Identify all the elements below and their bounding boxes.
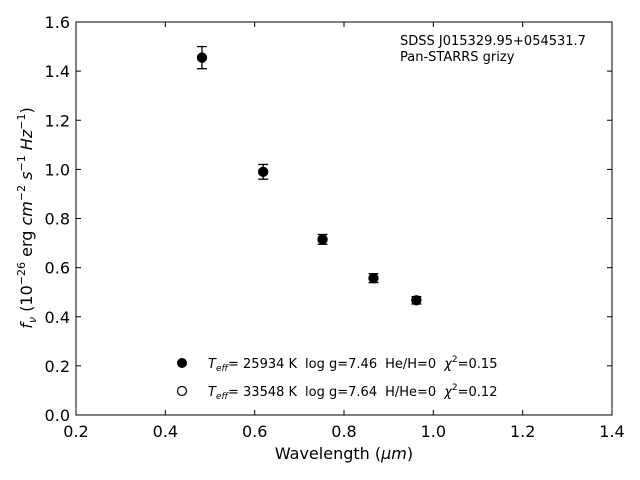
x-tick-label: 1.2: [510, 422, 535, 441]
annotation-object: SDSS J015329.95+054531.7: [400, 34, 586, 49]
y-tick-label: 1.4: [45, 62, 70, 81]
data-point-open: [258, 166, 269, 177]
x-tick-label: 0.8: [331, 422, 356, 441]
x-tick-label: 1.0: [421, 422, 446, 441]
legend-marker-filled: [177, 358, 187, 368]
y-tick-label: 0.0: [45, 406, 70, 425]
y-axis-label: fν (10−26 erg cm−2 s−1 Hz−1): [15, 107, 39, 328]
x-axis-label: Wavelength (μm): [275, 444, 413, 463]
y-tick-label: 1.0: [45, 160, 70, 179]
x-tick-label: 0.6: [242, 422, 267, 441]
x-tick-label: 1.4: [599, 422, 624, 441]
x-tick-label: 0.4: [153, 422, 178, 441]
x-ticks: 0.2 0.4 0.6 0.8 1.0 1.2 1.4: [63, 22, 625, 441]
legend-marker-open: [176, 385, 188, 397]
x-axis-label-unit: μm: [380, 444, 407, 463]
y-tick-label: 0.6: [45, 259, 70, 278]
data-point-open: [411, 295, 422, 306]
y-tick-label: 0.2: [45, 357, 70, 376]
y-axis-label-unit: erg: [17, 231, 36, 257]
y-tick-label: 1.2: [45, 111, 70, 130]
data-point-open: [317, 234, 328, 245]
x-tick-label: 0.2: [63, 422, 88, 441]
y-axis-label-prefix: (10: [17, 285, 36, 312]
data-point-open: [368, 273, 379, 284]
x-axis-label-text: Wavelength: [275, 444, 370, 463]
y-tick-label: 0.4: [45, 308, 70, 327]
y-axis-label-exp: −26: [15, 262, 28, 285]
y-ticks: 0.0 0.2 0.4 0.6 0.8 1.0 1.2 1.4 1.6: [45, 13, 612, 425]
data-point-open: [196, 52, 208, 63]
data-points: [196, 45, 422, 306]
y-tick-label: 0.8: [45, 210, 70, 229]
annotation-survey: Pan-STARRS grizy: [400, 50, 515, 65]
y-tick-label: 1.6: [45, 13, 70, 32]
